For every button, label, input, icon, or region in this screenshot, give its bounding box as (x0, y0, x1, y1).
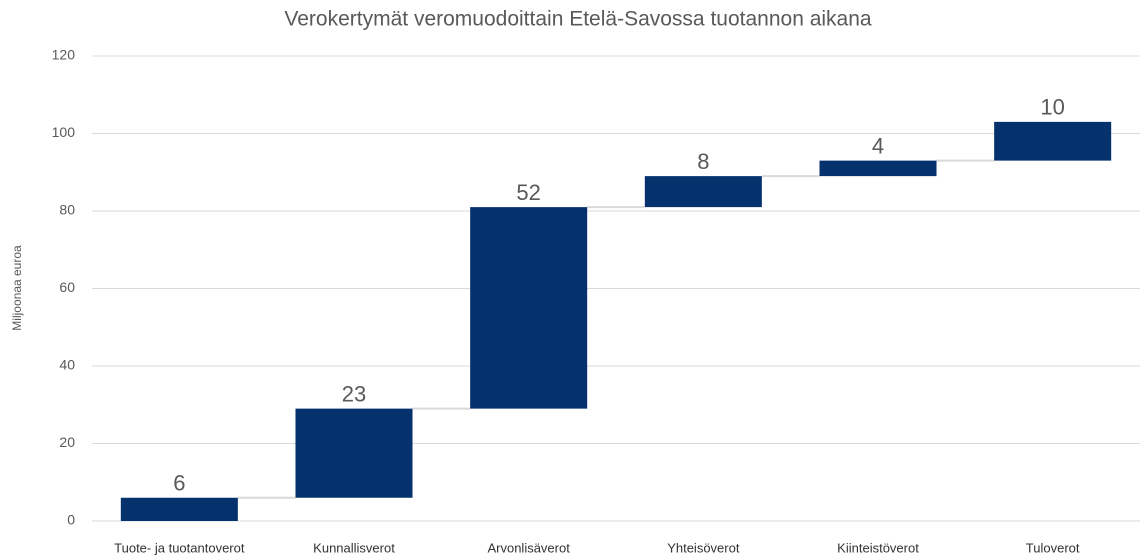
bar (295, 408, 413, 498)
bar (470, 207, 588, 409)
y-tick-label: 120 (52, 47, 76, 63)
x-tick-label: Kunnallisverot (313, 540, 395, 555)
y-tick-label: 0 (67, 512, 75, 528)
bar (644, 176, 762, 208)
y-tick-label: 60 (59, 279, 75, 295)
data-label: 6 (173, 471, 185, 496)
x-tick-label: Tuote- ja tuotantoverot (114, 540, 245, 555)
x-tick-label: Yhteisöverot (667, 540, 740, 555)
y-tick-label: 100 (52, 124, 76, 140)
data-label: 23 (342, 381, 366, 406)
data-label: 4 (872, 133, 884, 158)
x-tick-label: Kiinteistöverot (837, 540, 919, 555)
x-tick-label: Tuloverot (1026, 540, 1080, 555)
chart-title: Verokertymät veromuodoittain Etelä-Savos… (284, 8, 872, 31)
bar (120, 497, 238, 521)
data-label: 52 (516, 180, 540, 205)
data-label: 8 (697, 149, 709, 174)
y-tick-label: 40 (59, 357, 75, 373)
bar (819, 160, 937, 177)
data-label: 10 (1040, 95, 1064, 120)
x-tick-label: Arvonlisäverot (487, 540, 570, 555)
y-tick-label: 80 (59, 202, 75, 218)
y-tick-label: 20 (59, 434, 75, 450)
bar (994, 121, 1112, 161)
y-axis-label: Miljoonaa euroa (10, 245, 24, 331)
